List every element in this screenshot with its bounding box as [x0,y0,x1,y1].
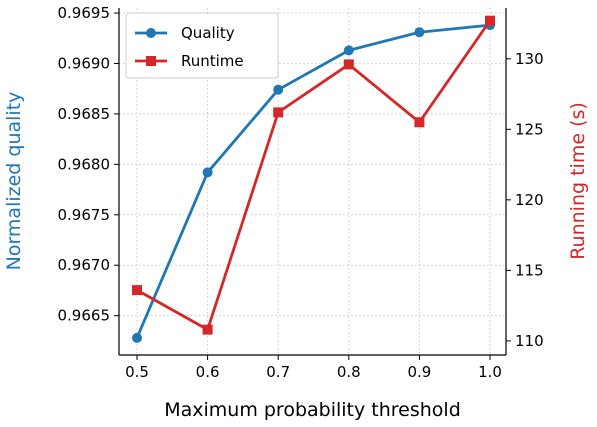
quality-point [202,167,213,178]
left-y-tick-label: 0.9695 [58,4,111,22]
x-tick-label: 0.6 [196,363,220,381]
left-y-tick-label: 0.9675 [58,206,111,224]
legend-quality-marker [146,28,156,38]
x-axis-label: Maximum probability threshold [164,399,461,421]
right-y-tick-label: 125 [515,120,544,138]
tick-marks-and-labels: 0.5 0.6 0.7 0.8 0.9 1.0 0.9665 0.9670 0.9675 0.96… [58,4,544,381]
data-series [132,15,495,343]
right-y-tick-label: 115 [515,261,544,279]
runtime-point [202,324,213,335]
left-y-tick-label: 0.9665 [58,307,111,325]
quality-point [273,84,284,95]
x-tick-label: 0.8 [337,363,361,381]
left-y-tick-label: 0.9685 [58,105,111,123]
runtime-point [414,117,425,128]
right-y-axis-label: Running time (s) [567,102,589,260]
x-tick-label: 1.0 [478,363,502,381]
axes [118,8,507,356]
runtime-line [136,19,492,332]
quality-point [132,332,142,343]
quality-point [414,27,425,38]
quality-line [135,23,491,339]
legend-runtime-label: Runtime [181,52,244,70]
runtime-point [343,59,354,70]
x-tick-label: 0.7 [266,363,290,381]
runtime-point [485,15,495,26]
right-y-tick-label: 110 [515,332,544,350]
x-tick-label: 0.5 [125,363,149,381]
left-y-tick-label: 0.9690 [58,54,111,72]
left-y-tick-label: 0.9680 [58,155,111,173]
runtime-point [273,107,284,118]
legend: Quality Runtime [125,12,279,79]
legend-quality-label: Quality [181,24,235,42]
left-y-axis-label: Normalized quality [3,92,25,271]
legend-runtime-marker [146,56,156,66]
right-y-tick-label: 130 [515,50,544,68]
right-y-tick-label: 120 [515,191,544,209]
left-y-tick-label: 0.9670 [58,256,111,274]
x-tick-label: 0.9 [407,363,431,381]
quality-point [343,45,354,56]
runtime-point [132,285,142,296]
